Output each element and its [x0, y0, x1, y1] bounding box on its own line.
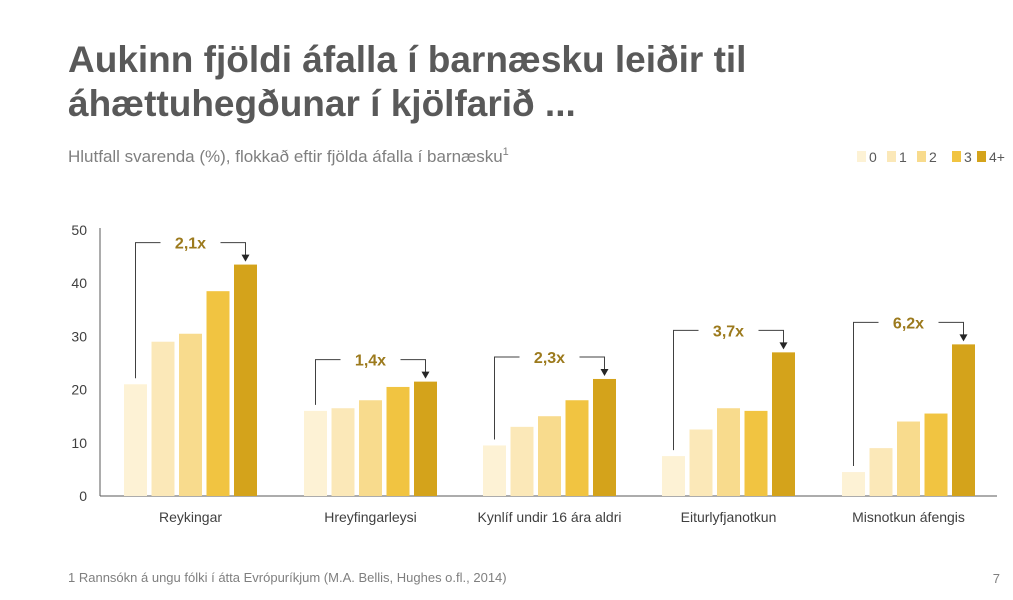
category-label: Eiturlyfjanotkun	[681, 509, 777, 525]
bracket-line	[579, 356, 605, 370]
legend-label: 3	[964, 149, 972, 165]
legend-swatch	[887, 151, 896, 162]
bar	[331, 408, 355, 496]
subtitle-text: Hlutfall svarenda (%), flokkað eftir fjö…	[68, 147, 503, 166]
y-tick-label: 20	[71, 382, 87, 398]
bracket-line	[853, 321, 879, 467]
bar	[206, 291, 230, 496]
bar	[151, 341, 175, 496]
bar	[593, 378, 616, 496]
multiplier-label: 2,3x	[534, 350, 565, 367]
legend-label: 2	[929, 149, 937, 165]
multiplier-label: 6,2x	[893, 315, 924, 332]
title-line-2: áhættuhegðunar í kjölfarið ...	[68, 83, 576, 124]
footnote: 1 Rannsókn á ungu fólki í átta Evrópurík…	[68, 570, 507, 585]
y-tick-label: 50	[71, 222, 87, 238]
bar	[772, 352, 795, 496]
bar	[662, 456, 685, 496]
bar	[483, 445, 506, 496]
bracket-line	[315, 359, 341, 405]
bracket-line	[673, 329, 699, 451]
bracket-arrowhead	[959, 334, 968, 342]
bar	[359, 400, 382, 496]
bar	[414, 381, 437, 496]
bar	[510, 426, 534, 496]
bar	[952, 344, 975, 496]
page-title: Aukinn fjöldi áfalla í barnæsku leiðir t…	[68, 38, 968, 126]
bar-chart: 01020304050Reykingar2,1xHreyfingarleysi1…	[71, 149, 1005, 525]
legend-label: 1	[899, 149, 907, 165]
category-label: Misnotkun áfengis	[852, 509, 965, 525]
bracket-arrowhead	[600, 368, 609, 376]
chart-subtitle: Hlutfall svarenda (%), flokkað eftir fjö…	[68, 146, 509, 167]
legend-label: 4+	[989, 149, 1005, 165]
bracket-line	[400, 359, 426, 373]
category-label: Kynlíf undir 16 ára aldri	[478, 509, 622, 525]
bar	[842, 472, 865, 496]
y-tick-label: 10	[71, 435, 87, 451]
legend-swatch	[977, 151, 986, 162]
bracket-line	[220, 242, 246, 256]
legend-swatch	[857, 151, 866, 162]
bar	[538, 416, 561, 496]
bracket-line	[938, 321, 964, 336]
bracket-arrowhead	[241, 254, 250, 262]
legend-label: 0	[869, 149, 877, 165]
bracket-line	[758, 329, 784, 344]
bar	[304, 410, 327, 496]
bracket-arrowhead	[421, 371, 430, 379]
bar	[386, 386, 410, 496]
y-tick-label: 0	[79, 488, 87, 504]
multiplier-label: 1,4x	[355, 353, 386, 370]
bar	[179, 333, 202, 496]
bar	[717, 408, 740, 496]
bar	[924, 413, 948, 496]
page-number: 7	[992, 571, 1000, 586]
category-label: Hreyfingarleysi	[324, 509, 417, 525]
multiplier-label: 2,1x	[175, 236, 206, 253]
bar	[234, 264, 257, 496]
bar	[124, 384, 147, 496]
legend-swatch	[952, 151, 961, 162]
legend-swatch	[917, 151, 926, 162]
category-label: Reykingar	[159, 509, 222, 525]
bracket-line	[494, 356, 520, 440]
bar	[565, 400, 589, 496]
bar	[689, 429, 713, 496]
multiplier-label: 3,7x	[713, 323, 744, 340]
bracket-arrowhead	[779, 342, 788, 350]
bracket-line	[135, 242, 161, 379]
bar	[897, 421, 920, 496]
bar	[869, 448, 893, 496]
y-tick-label: 30	[71, 328, 87, 344]
bar	[744, 410, 768, 496]
subtitle-footnote-marker: 1	[502, 146, 509, 158]
title-line-1: Aukinn fjöldi áfalla í barnæsku leiðir t…	[68, 39, 747, 80]
y-tick-label: 40	[71, 275, 87, 291]
